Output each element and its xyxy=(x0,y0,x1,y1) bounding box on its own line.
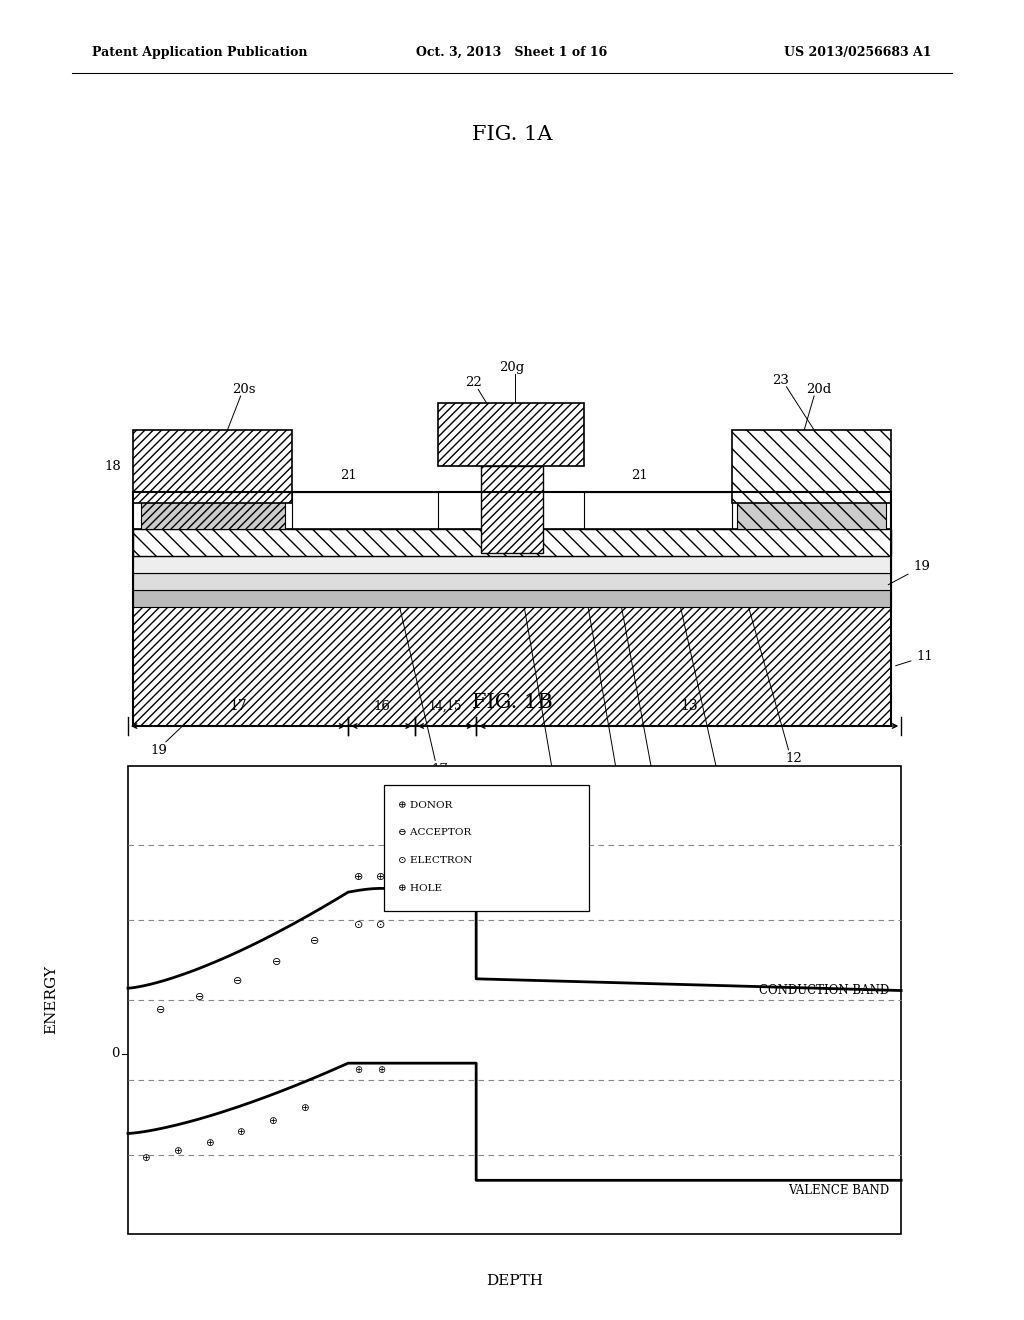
Text: ⊕ HOLE: ⊕ HOLE xyxy=(398,883,442,892)
Bar xyxy=(384,785,589,911)
Text: 20g: 20g xyxy=(500,360,524,374)
Text: 12: 12 xyxy=(785,752,802,766)
Bar xyxy=(732,430,891,503)
Text: 20s: 20s xyxy=(232,383,255,396)
Text: DEPTH: DEPTH xyxy=(486,1274,543,1288)
Text: 16: 16 xyxy=(373,700,390,713)
Text: ⊕: ⊕ xyxy=(141,1152,150,1163)
Text: ⊙: ⊙ xyxy=(353,920,364,931)
Text: CONDUCTION BAND: CONDUCTION BAND xyxy=(759,985,889,997)
Text: 19: 19 xyxy=(151,744,167,758)
Text: ⊖: ⊖ xyxy=(157,1006,166,1015)
Bar xyxy=(737,482,886,529)
Text: ⊙ ELECTRON: ⊙ ELECTRON xyxy=(398,855,473,865)
Text: 18: 18 xyxy=(104,461,121,474)
Text: 11: 11 xyxy=(896,649,933,665)
Bar xyxy=(133,573,891,590)
Text: ⊙: ⊙ xyxy=(376,920,386,931)
Text: ⊖: ⊖ xyxy=(310,936,319,945)
Text: FIG. 1A: FIG. 1A xyxy=(472,125,552,144)
Text: ⊕: ⊕ xyxy=(205,1138,213,1147)
Text: ⊕: ⊕ xyxy=(268,1115,276,1126)
Bar xyxy=(438,403,584,466)
Text: 17: 17 xyxy=(432,763,449,776)
Text: ⊖: ⊖ xyxy=(195,993,204,1002)
Text: 15: 15 xyxy=(622,810,638,824)
Text: 21: 21 xyxy=(340,469,356,482)
Text: 16: 16 xyxy=(553,776,569,789)
Text: 22: 22 xyxy=(465,376,481,389)
Text: 23: 23 xyxy=(772,374,788,387)
Text: ENERGY: ENERGY xyxy=(44,965,58,1035)
Text: 14,15: 14,15 xyxy=(429,700,462,713)
Bar xyxy=(133,430,292,503)
Text: VALENCE BAND: VALENCE BAND xyxy=(787,1184,889,1197)
Bar xyxy=(133,607,891,726)
Bar xyxy=(133,529,891,556)
Text: 20d: 20d xyxy=(807,383,831,396)
Bar xyxy=(133,590,891,607)
Bar xyxy=(141,482,285,529)
Text: 0: 0 xyxy=(112,1047,120,1060)
Bar xyxy=(133,556,891,573)
Text: 19: 19 xyxy=(888,560,930,585)
Bar xyxy=(128,766,901,1234)
Text: ⊕: ⊕ xyxy=(173,1146,181,1156)
Text: 17: 17 xyxy=(229,698,247,713)
Text: 21: 21 xyxy=(632,469,648,482)
Text: ⊖ ACCEPTOR: ⊖ ACCEPTOR xyxy=(398,829,472,837)
Text: ⊖: ⊖ xyxy=(233,975,243,986)
Bar xyxy=(481,466,543,553)
Text: ⊕: ⊕ xyxy=(354,1065,362,1074)
Text: Patent Application Publication: Patent Application Publication xyxy=(92,46,307,59)
Text: ⊕ DONOR: ⊕ DONOR xyxy=(398,801,453,810)
Text: ⊕: ⊕ xyxy=(376,871,386,882)
Text: 13: 13 xyxy=(680,698,697,713)
Text: ⊕: ⊕ xyxy=(237,1127,245,1138)
Bar xyxy=(292,492,438,529)
Text: US 2013/0256683 A1: US 2013/0256683 A1 xyxy=(784,46,932,59)
Text: ⊕: ⊕ xyxy=(353,871,364,882)
Text: 13: 13 xyxy=(719,772,735,785)
Text: ⊕: ⊕ xyxy=(377,1065,385,1074)
Text: 14: 14 xyxy=(655,792,672,805)
Bar xyxy=(133,492,891,529)
Bar xyxy=(584,492,732,529)
Text: Oct. 3, 2013   Sheet 1 of 16: Oct. 3, 2013 Sheet 1 of 16 xyxy=(417,46,607,59)
Text: ⊖: ⊖ xyxy=(272,957,282,966)
Text: FIG. 1B: FIG. 1B xyxy=(472,693,552,711)
Text: ⊕: ⊕ xyxy=(300,1104,308,1114)
Bar xyxy=(133,492,891,726)
